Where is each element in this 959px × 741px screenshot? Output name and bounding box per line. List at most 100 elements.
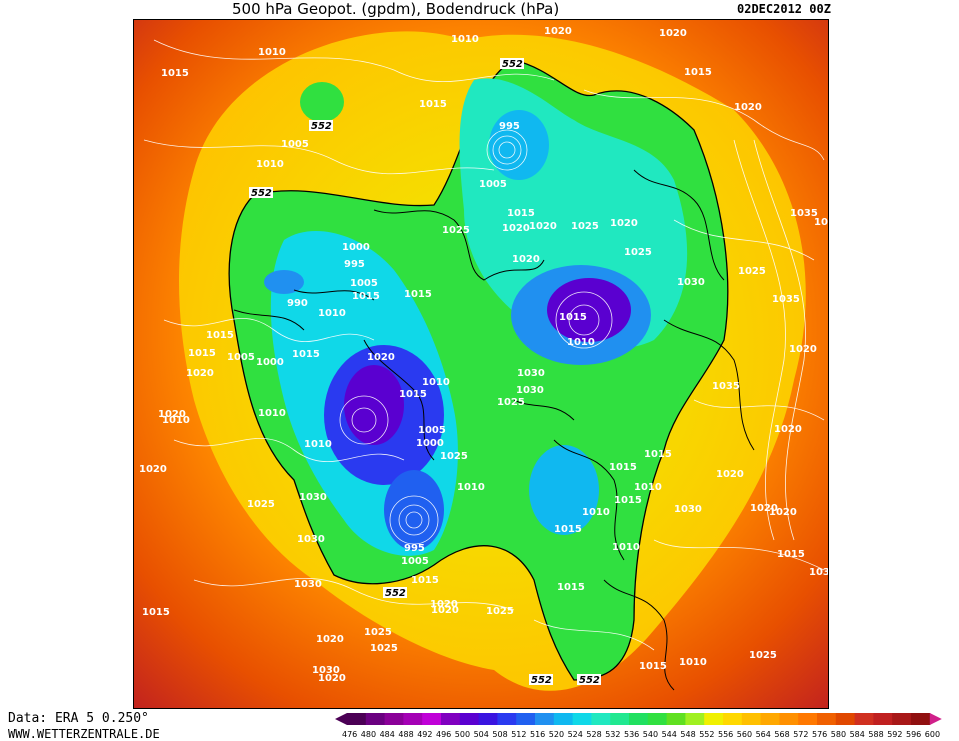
colorbar-tick-label: 496: [436, 730, 451, 739]
blue-core-north: [489, 110, 549, 180]
pressure-label: 1010: [567, 337, 595, 348]
colorbar-tick-label: 568: [774, 730, 789, 739]
pressure-label: 1030: [674, 504, 702, 515]
colorbar-cell: [704, 713, 724, 725]
colorbar-cell: [572, 713, 592, 725]
pressure-label: 1030: [297, 534, 325, 545]
colorbar-cell: [441, 713, 461, 725]
pressure-label: 1015: [614, 495, 642, 506]
pressure-label: 1025: [738, 266, 766, 277]
colorbar-tick-label: 580: [831, 730, 846, 739]
pressure-label: 1020: [367, 352, 395, 363]
contour-label: 552: [311, 121, 332, 132]
colorbar-cell: [817, 713, 837, 725]
coastlines: [233, 169, 755, 691]
colorbar-cell: [553, 713, 574, 725]
pressure-label: 995: [499, 121, 520, 132]
colorbar-cell: [911, 713, 931, 725]
pressure-label: 1020: [529, 221, 557, 232]
colorbar-tick-label: 560: [737, 730, 752, 739]
pressure-label: 1005: [281, 139, 309, 150]
colorbar-cell: [760, 713, 780, 725]
colorbar-tick-label: 524: [568, 730, 583, 739]
pressure-label: 1025: [247, 499, 275, 510]
pressure-label: 1015: [399, 389, 427, 400]
pressure-label: 1030: [516, 385, 544, 396]
pressure-label: 1020: [430, 599, 458, 610]
map-panel: 552 552 552 552 552 552 1010 1015 1010 1020…: [133, 19, 829, 709]
colorbar-tick-label: 536: [624, 730, 639, 739]
pressure-label: 1010: [258, 408, 286, 419]
pressure-label: 1030: [517, 368, 545, 379]
pressure-label: 1020: [610, 218, 638, 229]
colorbar-cell: [835, 713, 856, 725]
pressure-label: 1015: [557, 582, 585, 593]
map-date: 02DEC2012 00Z: [737, 2, 831, 16]
colorbar-tick-label: 572: [793, 730, 808, 739]
pressure-label: 1035: [809, 567, 829, 578]
pressure-label: 995: [404, 543, 425, 554]
isobar-lines: [143, 39, 825, 651]
colorbar-cell: [516, 713, 536, 725]
pressure-label: 1010: [422, 377, 450, 388]
pressure-label: 1035: [772, 294, 800, 305]
colorbar-tick-label: 520: [549, 730, 564, 739]
pressure-label: 1010: [318, 308, 346, 319]
pressure-label: 990: [287, 298, 308, 309]
contour-label: 552: [251, 188, 272, 199]
colorbar-tick-label: 544: [662, 730, 677, 739]
colorbar-tick-label: 480: [361, 730, 376, 739]
colorbar-tick-label: 588: [868, 730, 883, 739]
pressure-label: 1010: [258, 47, 286, 58]
pressure-label: 1025: [497, 397, 525, 408]
pressure-label: 995: [344, 259, 365, 270]
colorbar-cell: [384, 713, 404, 725]
colorbar-cell: [647, 713, 668, 725]
colorbar-cell: [779, 713, 799, 725]
colorbar-cell: [629, 713, 649, 725]
pressure-label: 1035: [712, 381, 740, 392]
colorbar-cell: [741, 713, 762, 725]
pressure-label: 1015: [507, 208, 535, 219]
pressure-label: 1010: [679, 657, 707, 668]
colorbar-cell: [610, 713, 630, 725]
colorbar-tick-label: 540: [643, 730, 658, 739]
colorbar-tick-label: 576: [812, 730, 827, 739]
pressure-label: 1015: [777, 549, 805, 560]
pressure-label: 1005: [227, 352, 255, 363]
colorbar-tick-label: 500: [455, 730, 470, 739]
pressure-label: 1020: [512, 254, 540, 265]
colorbar-tick-label: 516: [530, 730, 545, 739]
colorbar-tick-label: 512: [511, 730, 526, 739]
website-url[interactable]: WWW.WETTERZENTRALE.DE: [8, 727, 160, 741]
pressure-label: 1025: [624, 247, 652, 258]
pressure-label: 1010: [634, 482, 662, 493]
colorbar-left-arrow: [335, 713, 347, 725]
colorbar-cell: [591, 713, 611, 725]
pressure-label: 1020: [316, 634, 344, 645]
colorbar-tick-label: 488: [398, 730, 413, 739]
pressure-label: 1015: [684, 67, 712, 78]
pressure-label: 1010: [451, 34, 479, 45]
colorbar-tick-label: 476: [342, 730, 357, 739]
contour-label: 552: [502, 59, 523, 70]
colorbar-cell: [854, 713, 874, 725]
pressure-label: 1015: [639, 661, 667, 672]
colorbar-tick-label: 492: [417, 730, 432, 739]
pressure-label: 1015: [292, 349, 320, 360]
colorbar-cell: [535, 713, 555, 725]
colorbar-tick-label: 528: [586, 730, 601, 739]
pressure-label: 1030: [294, 579, 322, 590]
pressure-label: 1020: [750, 503, 778, 514]
pressure-label: 1020: [431, 605, 459, 616]
pressure-label: 1020: [544, 26, 572, 37]
geopotential-map: 552 552 552 552 552 552 1010101510101020…: [134, 20, 829, 708]
pressure-label: 1030: [677, 277, 705, 288]
colorbar-cell: [459, 713, 480, 725]
green-patch: [300, 82, 344, 122]
colorbar-cell: [873, 713, 893, 725]
pressure-label: 1025: [749, 650, 777, 661]
blue-low-small: [264, 270, 304, 294]
map-title: 500 hPa Geopot. (gpdm), Bodendruck (hPa): [232, 0, 560, 18]
colorbar-tick-label: 548: [680, 730, 695, 739]
